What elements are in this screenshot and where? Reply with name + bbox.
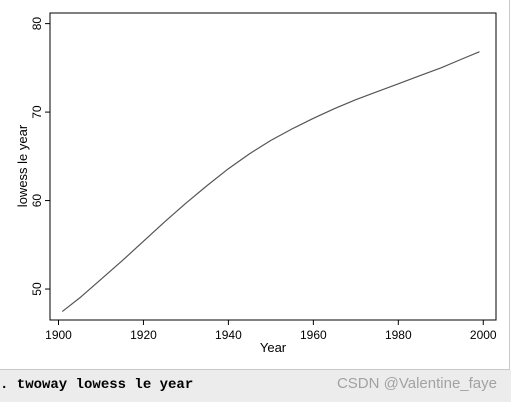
graph-window: 1900 1920 1940 1960 1980 2000 50 60 70 80 Year lo…	[0, 0, 510, 370]
line-chart: 1900 1920 1940 1960 1980 2000 50 60 70 80 Year lo…	[15, 12, 497, 355]
watermark-text: CSDN @Valentine_faye	[336, 375, 497, 392]
x-tick-label: 1940	[215, 328, 242, 342]
x-tick-label: 1900	[45, 328, 72, 342]
command-text: . twoway lowess le year	[0, 377, 194, 393]
x-axis-label: Year	[260, 340, 287, 355]
x-tick-label: 1920	[130, 328, 157, 342]
x-tick-label: 2000	[470, 328, 497, 342]
y-tick-label: 60	[30, 194, 44, 208]
y-axis-label: lowess le year	[15, 124, 30, 207]
command-bar: . twoway lowess le year CSDN @Valentine_…	[0, 370, 511, 402]
y-tick-label: 80	[30, 17, 44, 31]
y-tick-label: 50	[30, 282, 44, 296]
lowess-line	[62, 51, 480, 312]
x-tick-label: 1980	[385, 328, 412, 342]
y-tick-label: 70	[30, 105, 44, 119]
x-tick-label: 1960	[300, 328, 327, 342]
plot-area-frame	[49, 12, 497, 321]
